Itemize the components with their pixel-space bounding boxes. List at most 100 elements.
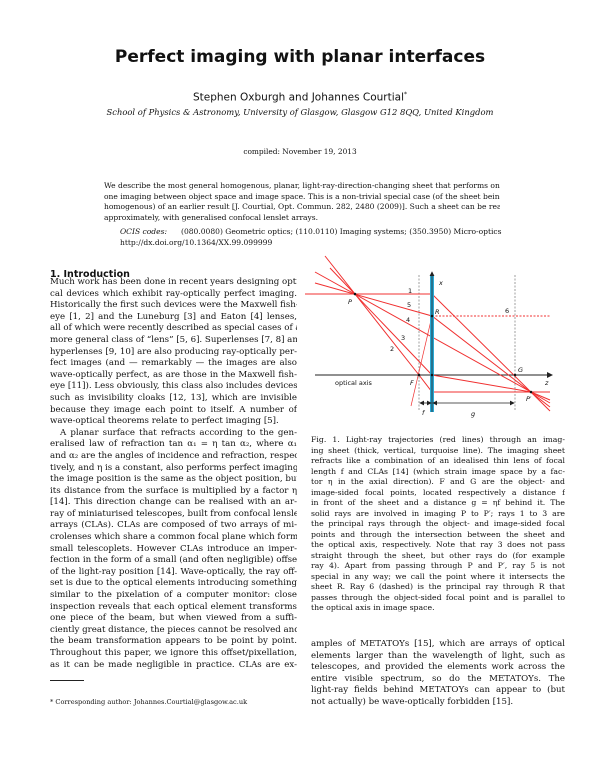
- text-line: small telescoplets. However CLAs introdu…: [50, 543, 297, 554]
- text-line: ing sheet (thick, vertical, turquoise li…: [311, 445, 565, 455]
- text-line: ray of miniaturised telescopes, built fr…: [50, 508, 297, 519]
- point-P: [353, 292, 357, 296]
- text-line: homogenous) of an earlier result [J. Cou…: [104, 202, 500, 212]
- introduction-text: Much work has been done in recent years …: [50, 277, 297, 671]
- compiled-date: compiled: November 19, 2013: [243, 147, 357, 156]
- label-optical-axis: optical axis: [335, 379, 373, 387]
- label-f: f: [422, 409, 426, 417]
- label-ray-4: 4: [406, 316, 410, 324]
- text-line: not actually) be wave-optically forbidde…: [311, 696, 514, 707]
- text-line: all of which were recently described as …: [50, 323, 297, 334]
- authors: Stephen Oxburgh and Johannes Courtial*: [0, 91, 600, 104]
- paper-title: Perfect imaging with planar interfaces: [114, 47, 486, 67]
- text-line: its distance from the surface is multipl…: [50, 485, 297, 496]
- label-F: F: [410, 379, 414, 387]
- text-line: more general class of “lens” [5, 6]. Sup…: [50, 334, 297, 345]
- label-g: g: [471, 410, 475, 418]
- text-line: because they image each point to itself.…: [50, 404, 297, 415]
- label-ray-2: 2: [390, 345, 394, 353]
- text-line: tively, and η is a constant, also perfor…: [50, 462, 297, 473]
- label-ray-6: 6: [505, 307, 509, 315]
- doi-link[interactable]: http://dx.doi.org/10.1364/XX.99.099999: [120, 238, 273, 247]
- text-line: as it can be made negligible in practice…: [50, 659, 297, 670]
- text-line: the image position is the same as the ob…: [50, 474, 297, 485]
- abstract: We describe the most general homogenous,…: [104, 181, 500, 224]
- text-line: such as invisibility cloaks [12, 13], wh…: [50, 392, 297, 403]
- text-line: wave-optically perfect, as are those in …: [50, 369, 297, 380]
- text-line: set is due to the optical elements intro…: [50, 578, 297, 589]
- text-line: points and through the intersection betw…: [311, 529, 565, 539]
- right-column-text: amples of METATOYs [15], which are array…: [311, 639, 565, 709]
- ray-1: [305, 293, 551, 412]
- text-line: hyperlenses [9, 10] are also producing r…: [50, 346, 297, 357]
- text-line: We describe the most general homogenous,…: [104, 181, 500, 190]
- text-line: fect images (and — remarkably — the imag…: [50, 358, 297, 369]
- point-origin: [430, 373, 434, 377]
- text-line: passes through the object-sided focal po…: [311, 592, 565, 602]
- author-names: Stephen Oxburgh and Johannes Courtial: [193, 91, 404, 104]
- label-ray-3: 3: [401, 334, 405, 342]
- point-F: [417, 373, 421, 377]
- ray-6-construction: [410, 315, 433, 407]
- point-R: [430, 314, 434, 318]
- text-line: eralised law of refraction tan α₁ = η ta…: [50, 439, 297, 450]
- text-line: in front of the sheet and a distance g =…: [311, 498, 565, 507]
- text-line: A planar surface that refracts according…: [60, 427, 297, 438]
- text-line: crolenses which share a common focal pla…: [50, 532, 297, 543]
- label-R: R: [435, 308, 440, 316]
- text-line: and α₂ are the angles of incidence and r…: [50, 450, 297, 461]
- text-line: the beam transformation appears to be po…: [50, 636, 297, 647]
- text-line: ciently great distance, the pieces canno…: [50, 624, 297, 635]
- point-P-prime: [529, 390, 533, 394]
- text-line: entire visible spectrum, so do the METAT…: [311, 673, 565, 684]
- affiliation: School of Physics & Astronomy, Universit…: [106, 107, 494, 117]
- label-x: x: [438, 279, 443, 287]
- label-G: G: [518, 366, 523, 374]
- text-line: Throughout this paper, we ignore this of…: [50, 648, 297, 658]
- text-line: arrays (CLAs). CLAs are composed of two …: [50, 520, 297, 531]
- point-G: [513, 373, 517, 377]
- text-line: ray 4). Apart from passing through P and…: [311, 561, 565, 570]
- text-line: fection in the form of a small (and ofte…: [50, 555, 297, 566]
- text-line: the optical axis in image space.: [311, 603, 435, 612]
- label-ray-5: 5: [407, 301, 411, 309]
- text-line: cal devices which exhibit ray-optically …: [50, 288, 297, 299]
- text-line: solid rays are involved in imaging P to …: [311, 508, 565, 518]
- figure-caption: Fig. 1. Light-ray trajectories (red line…: [311, 435, 565, 614]
- ocis-label: OCIS codes:: [120, 227, 167, 236]
- text-line: similar to the pixelation of a computer …: [50, 590, 297, 601]
- text-line: of the light-ray position [14]. Wave-opt…: [50, 566, 297, 577]
- footnote: * Corresponding author: Johannes.Courtia…: [50, 698, 248, 706]
- ocis-block: OCIS codes: (080.0080) Geometric optics; …: [120, 226, 502, 248]
- text-line: elements larger than the wavelength of l…: [311, 650, 565, 661]
- label-P-prime: P′: [526, 395, 532, 403]
- text-line: wave-optical theorems relate to perfect …: [50, 416, 279, 427]
- text-line: amples of METATOYs [15], which are array…: [311, 639, 565, 649]
- text-line: eye [1, 2] and the Luneburg [3] and Eato…: [50, 311, 297, 322]
- text-line: the optical axis, respectively. Note tha…: [311, 540, 565, 549]
- label-P: P: [348, 298, 352, 306]
- corresponding-mark: *: [404, 91, 407, 98]
- text-line: special in any way; we call the point wh…: [311, 571, 565, 581]
- text-line: [14]. This direction change can be reali…: [50, 497, 297, 508]
- text-line: refracts like a combination of an ideali…: [311, 456, 565, 465]
- label-ray-1: 1: [408, 287, 412, 295]
- text-line: approximately, with generalised confocal…: [104, 213, 319, 223]
- text-line: image-sided focal points, located respec…: [311, 487, 565, 497]
- figure-1-diagram: x z optical axis P P′ R F G f g 1 2 3 4 …: [305, 255, 553, 418]
- ocis-codes: (080.0080) Geometric optics; (110.0110) …: [181, 227, 502, 236]
- text-line: straight through the sheet, but other ra…: [311, 550, 565, 560]
- label-z: z: [544, 379, 549, 387]
- text-line: light-ray fields behind METATOYs can app…: [311, 685, 565, 696]
- text-line: sheet R. Ray 6 (dashed) is the principal…: [311, 582, 565, 591]
- text-line: telescopes, and provided the elements wo…: [311, 662, 565, 673]
- text-line: eye [11]). Less obviously, this class al…: [50, 381, 297, 392]
- text-line: one imaging between object space and ima…: [104, 191, 500, 201]
- text-line: Historically the first such devices were…: [50, 300, 297, 311]
- text-line: the principal rays through the object- a…: [311, 519, 565, 528]
- footnote-rule: [50, 680, 84, 681]
- text-line: tor η in the axial direction). F and G a…: [311, 477, 565, 486]
- text-line: length f and CLAs [14] (which strain ima…: [311, 466, 565, 476]
- text-line: Much work has been done in recent years …: [50, 277, 297, 287]
